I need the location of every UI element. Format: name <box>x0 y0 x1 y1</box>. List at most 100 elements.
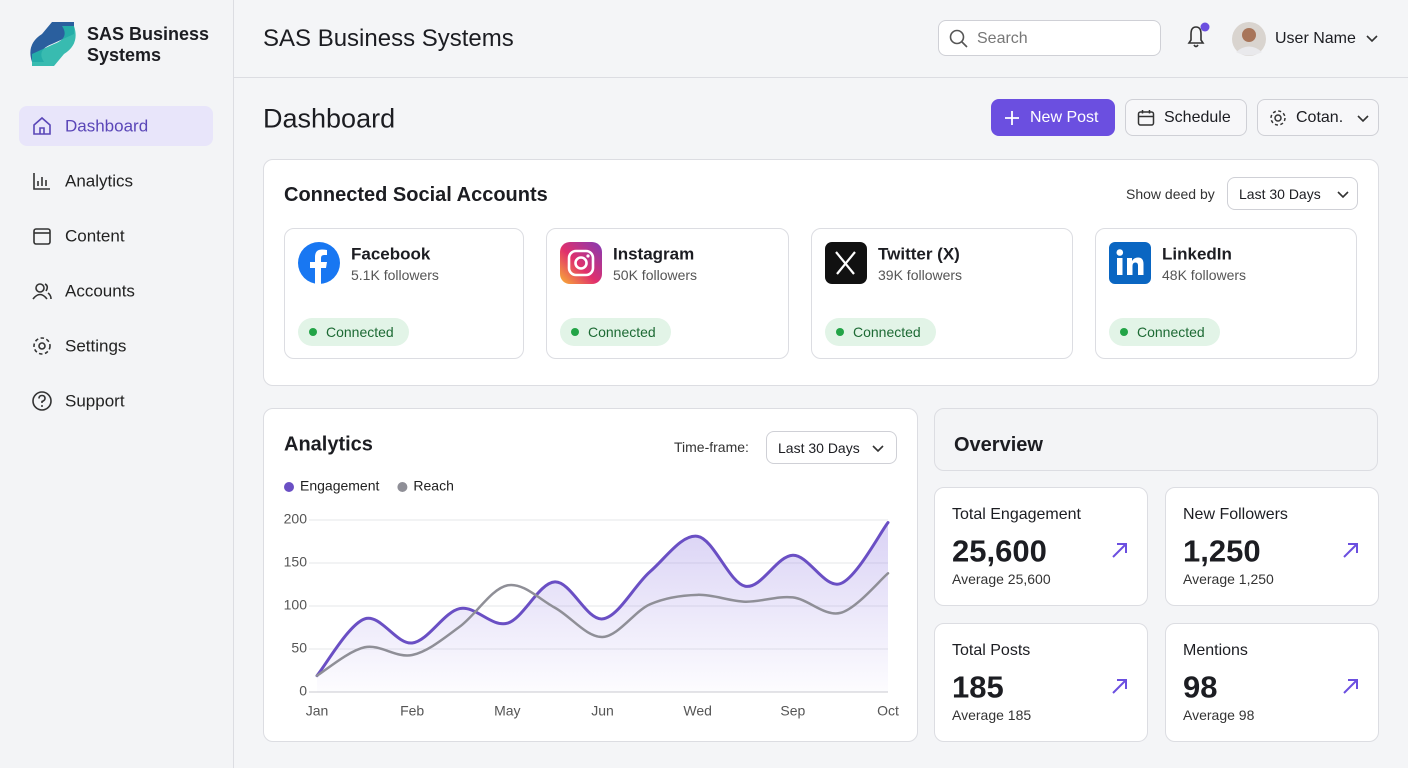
stat-value: 185 <box>952 669 1004 705</box>
nav-item[interactable]: Content <box>65 226 125 246</box>
stat-note: Average 1,250 <box>1183 571 1274 587</box>
legend-swatch <box>284 482 294 492</box>
x-tick-label: Wed <box>683 703 712 719</box>
account-followers: 5.1K followers <box>351 267 439 283</box>
stat-value: 1,250 <box>1183 533 1261 569</box>
nav-item[interactable]: Analytics <box>65 171 134 191</box>
chart-title: Analytics <box>284 433 373 455</box>
analytics-chart: Analytics 0 50 100 150 200 Jan Feb May Jun Wed Sep… <box>284 433 899 719</box>
nav-item[interactable]: Accounts <box>65 281 135 301</box>
nav-icon <box>33 173 50 190</box>
status-dot <box>836 328 844 336</box>
y-tick-label: 200 <box>284 511 308 527</box>
account-icon <box>825 242 867 284</box>
stat-label: Mentions <box>1183 642 1248 659</box>
status-text: Connected <box>853 324 921 340</box>
plus-icon <box>1005 111 1019 125</box>
calendar-icon <box>1137 110 1155 126</box>
status-text: Connected <box>588 324 656 340</box>
status-dot <box>309 328 317 336</box>
timeframe-label: Time-frame: <box>674 439 749 455</box>
x-tick-label: Feb <box>400 703 424 719</box>
filter-dropdown[interactable]: Last 30 Days <box>1227 177 1358 210</box>
y-tick-label: 0 <box>299 683 307 699</box>
y-tick-label: 100 <box>284 597 308 613</box>
account-name: Twitter (X) <box>878 244 960 264</box>
avatar[interactable] <box>1231 21 1267 57</box>
stat-note: Average 185 <box>952 707 1032 723</box>
x-tick-label: Jun <box>591 703 614 719</box>
account-name: Instagram <box>613 244 695 264</box>
status-dot <box>571 328 579 336</box>
schedule-button[interactable]: Schedule <box>1125 99 1247 136</box>
sidebar: SAS Business Systems Dashboard Analytics C… <box>0 0 234 768</box>
nav-item[interactable]: Support <box>65 391 125 411</box>
active-nav-bg <box>19 106 213 146</box>
series-line <box>315 521 890 678</box>
account-icon <box>1109 242 1151 284</box>
filter-label: Show deed by <box>1126 186 1215 202</box>
search-icon <box>949 29 968 48</box>
nav-icon <box>32 391 52 411</box>
account-name: LinkedIn <box>1162 244 1232 264</box>
stat-card <box>1165 487 1379 606</box>
gear-icon <box>1270 110 1286 126</box>
nav-icon <box>33 116 51 135</box>
new-post-label: New Post <box>1030 109 1099 126</box>
stat-value: 98 <box>1183 669 1218 705</box>
notification-bell[interactable] <box>1184 22 1214 52</box>
chevron <box>1357 115 1369 123</box>
brand: SAS Business Systems <box>87 24 210 65</box>
trend-arrow <box>1343 679 1358 694</box>
new-post-button[interactable]: New Post <box>991 99 1115 136</box>
status-text: Connected <box>1137 324 1205 340</box>
account-name: Facebook <box>351 244 431 264</box>
status-dot <box>1120 328 1128 336</box>
timeframe-dropdown[interactable]: Last 30 Days <box>766 431 897 464</box>
account-icon <box>560 242 602 284</box>
stat-card <box>934 623 1148 742</box>
trend-arrow <box>1112 543 1127 558</box>
stat-card <box>934 487 1148 606</box>
y-tick-label: 50 <box>291 640 307 656</box>
account-followers: 39K followers <box>878 267 963 283</box>
account-followers: 50K followers <box>613 267 698 283</box>
status-text: Connected <box>326 324 394 340</box>
engagement-area <box>317 522 888 692</box>
stat-value: 25,600 <box>952 533 1047 569</box>
user-name[interactable]: User Name <box>1275 30 1356 47</box>
series-line <box>315 572 890 677</box>
accounts-title: Connected Social Accounts <box>284 184 548 206</box>
x-tick-label: May <box>494 703 520 719</box>
search-placeholder: Search <box>977 30 1028 47</box>
account-followers: 48K followers <box>1162 267 1247 283</box>
settings-dropdown[interactable]: Cotan. <box>1257 99 1379 136</box>
legend-label: Engagement <box>300 478 380 494</box>
stat-label: New Followers <box>1183 506 1288 523</box>
legend-label: Reach <box>413 478 453 494</box>
x-tick-label: Oct <box>877 703 899 719</box>
top-bar <box>234 0 1408 78</box>
y-tick-label: 150 <box>284 554 308 570</box>
settings-dropdown-label: Cotan. <box>1296 109 1344 126</box>
overview-title: Overview <box>954 434 1043 456</box>
x-tick-label: Sep <box>780 703 805 719</box>
stat-note: Average 25,600 <box>952 571 1051 587</box>
nav-icon <box>32 283 52 300</box>
trend-arrow <box>1343 543 1358 558</box>
account-icon <box>298 242 340 284</box>
nav-icon <box>33 228 51 245</box>
legend-swatch <box>397 482 408 492</box>
user-chevron <box>1366 35 1378 43</box>
search-box[interactable]: Search <box>938 20 1161 56</box>
nav-item[interactable]: Dashboard <box>65 116 149 136</box>
x-tick-label: Jan <box>306 703 329 719</box>
logo <box>30 22 76 66</box>
chevron <box>872 445 884 453</box>
filter-value: Last 30 Days <box>1239 186 1321 202</box>
nav-item[interactable]: Settings <box>65 336 127 356</box>
chevron <box>1337 191 1349 199</box>
nav-icon <box>33 337 51 355</box>
stat-note: Average 98 <box>1183 707 1255 723</box>
